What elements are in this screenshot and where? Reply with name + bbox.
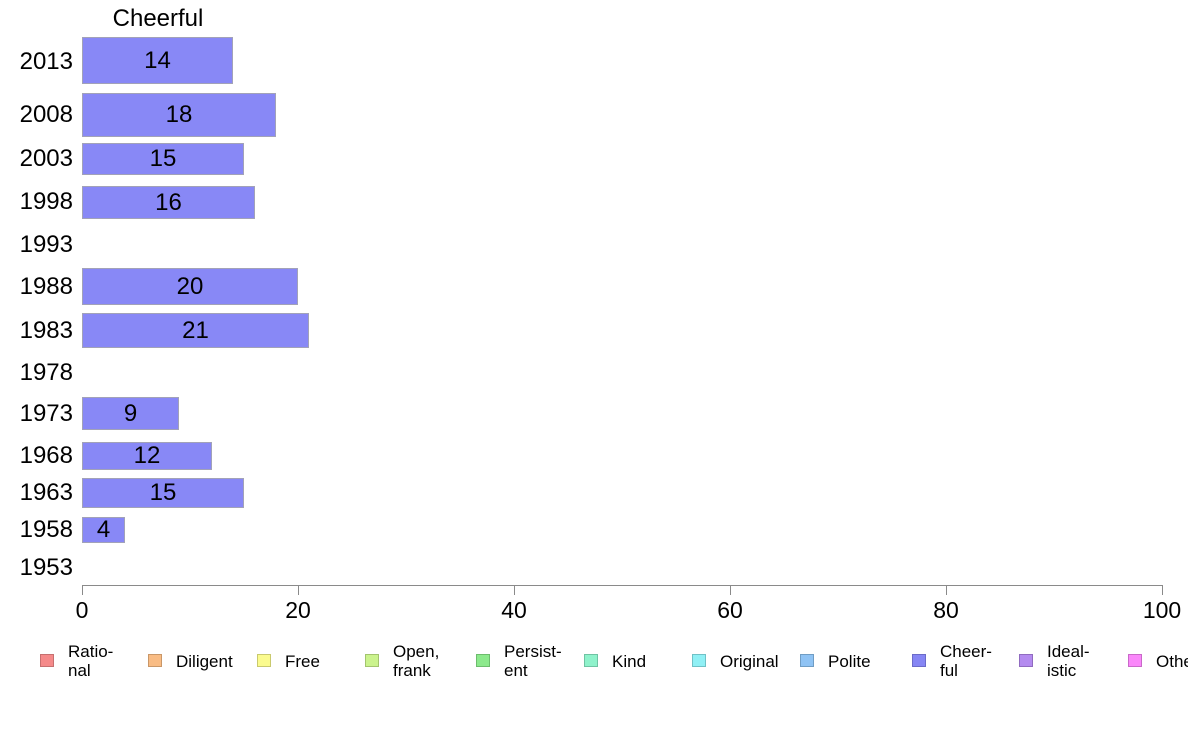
legend-item-label: Other — [1156, 651, 1188, 671]
legend-color-swatch — [148, 654, 162, 667]
x-tick-label: 60 — [717, 597, 743, 623]
bar-value-label: 16 — [155, 188, 182, 216]
legend-color-swatch — [257, 654, 271, 667]
legend-color-swatch — [1128, 654, 1142, 667]
bar: 12 — [82, 442, 212, 470]
y-axis-label: 1993 — [19, 231, 73, 258]
bar-value-label: 4 — [96, 516, 111, 543]
bar: 14 — [82, 37, 233, 84]
legend-item-label: Free — [285, 651, 320, 671]
x-tick-label: 40 — [501, 597, 527, 623]
legend-color-swatch — [912, 654, 926, 667]
legend-item-label: Original — [720, 651, 779, 671]
x-axis-tick — [82, 585, 83, 595]
legend-item-label: Ratio- nal — [68, 642, 114, 680]
y-axis-label: 1958 — [19, 516, 73, 543]
y-axis-label: 2013 — [19, 48, 73, 75]
bar-value-label: 21 — [182, 316, 209, 344]
x-axis-tick — [1162, 585, 1163, 595]
y-axis-label: 1973 — [19, 400, 73, 427]
y-axis-label: 2003 — [19, 145, 73, 172]
legend-item-label: Kind — [612, 651, 647, 671]
x-tick-label: 0 — [75, 597, 89, 623]
y-axis-label: 1998 — [19, 188, 73, 215]
bar: 16 — [82, 186, 255, 219]
y-axis-label: 1953 — [19, 554, 73, 581]
bar: 9 — [82, 397, 179, 430]
bar-value-label: 15 — [149, 145, 177, 172]
legend-item-label: Open, frank — [393, 642, 440, 680]
bar-value-label: 9 — [123, 399, 138, 427]
bar: 21 — [82, 313, 309, 348]
legend-color-swatch — [40, 654, 54, 667]
chart-title: Cheerful — [112, 5, 204, 32]
x-axis-tick — [946, 585, 947, 595]
x-axis-tick — [730, 585, 731, 595]
x-tick-label: 100 — [1142, 597, 1182, 623]
x-tick-label: 20 — [285, 597, 311, 623]
legend-color-swatch — [692, 654, 706, 667]
bar: 4 — [82, 516, 125, 543]
bar-value-label: 18 — [165, 101, 193, 128]
legend-color-swatch — [476, 654, 490, 667]
x-axis-line — [82, 585, 1162, 586]
y-axis-label: 1963 — [19, 479, 73, 506]
bar-value-label: 15 — [149, 479, 177, 506]
y-axis-label: 1968 — [19, 442, 73, 469]
y-axis-label: 1978 — [19, 359, 73, 386]
y-axis-label: 1988 — [19, 273, 73, 300]
bar: 15 — [82, 143, 244, 175]
legend-color-swatch — [584, 654, 598, 667]
legend-item-label: Cheer- ful — [940, 642, 992, 680]
bar-value-label: 20 — [176, 272, 204, 300]
legend-color-swatch — [365, 654, 379, 667]
bar-value-label: 12 — [133, 442, 161, 469]
y-axis-label: 2008 — [19, 101, 73, 128]
legend-item-label: Persist- ent — [504, 642, 562, 680]
bar-value-label: 14 — [144, 46, 171, 74]
bar: 18 — [82, 93, 276, 137]
x-axis-tick — [298, 585, 299, 595]
legend-item-label: Ideal- istic — [1047, 642, 1090, 680]
x-tick-label: 80 — [933, 597, 959, 623]
legend-color-swatch — [800, 654, 814, 667]
legend-item-label: Diligent — [176, 651, 233, 671]
y-axis-label: 1983 — [19, 317, 73, 344]
x-axis-tick — [514, 585, 515, 595]
legend-item-label: Polite — [828, 651, 871, 671]
bar: 15 — [82, 478, 244, 508]
bar: 20 — [82, 268, 298, 305]
legend-color-swatch — [1019, 654, 1033, 667]
